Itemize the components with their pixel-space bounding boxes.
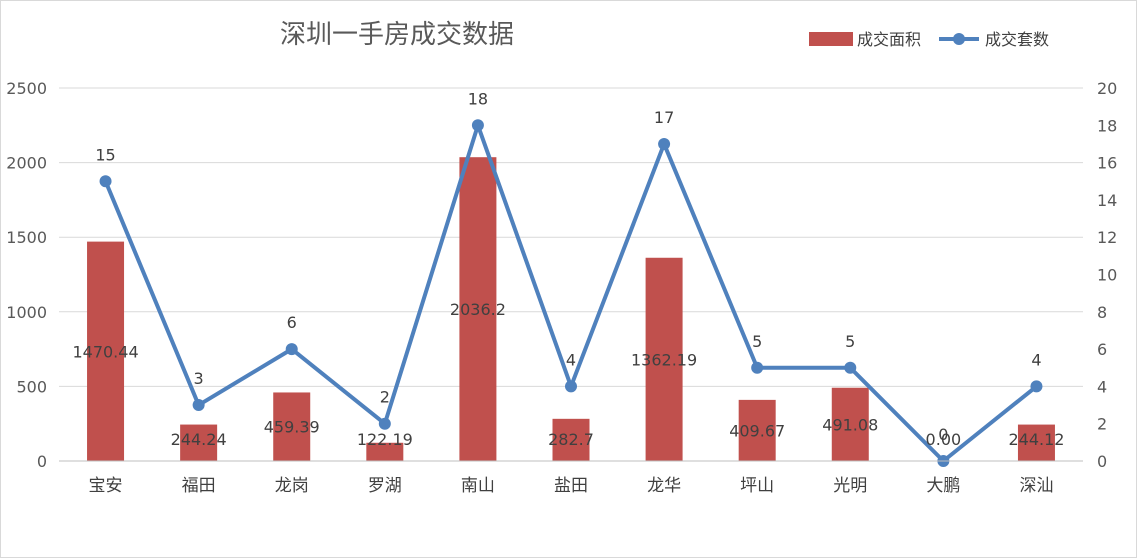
x-tick-label: 龙华 [647,476,681,496]
bar-data-label: 2036.2 [450,300,506,319]
x-tick-label: 坪山 [740,476,774,496]
y-right-tick-label: 20 [1097,79,1117,98]
bar-data-label: 491.08 [822,415,878,434]
bar [1017,424,1055,461]
bar [87,241,125,461]
line-point [565,380,577,393]
y-right-tick-label: 4 [1097,377,1107,396]
bar-data-label: 282.7 [548,430,594,449]
x-tick-label: 大鹏 [926,476,960,496]
line-point [658,137,671,150]
y-right-tick-label: 10 [1097,266,1117,285]
x-tick-label: 宝安 [89,476,123,496]
x-tick-label: 光明 [833,476,867,496]
series-line [103,123,1039,463]
line-data-label: 5 [752,332,762,351]
line-data-label: 6 [287,313,297,332]
bar-data-label: 244.12 [1008,430,1064,449]
bar-data-label: 409.67 [729,421,785,440]
bar-data-label: 1470.44 [72,342,138,361]
line-point [192,399,205,412]
line-point [471,119,484,132]
y-left-tick-label: 0 [37,452,47,471]
bar [459,157,497,461]
x-tick-label: 罗湖 [368,476,402,496]
line-data-label: 4 [566,350,576,369]
y-right-tick-label: 14 [1097,191,1117,210]
y-right-tick-label: 0 [1097,452,1107,471]
x-tick-label: 盐田 [554,476,588,496]
line-data-label: 0 [938,425,948,444]
bar-data-label: 0.00 [926,430,962,449]
line-data-label: 5 [845,332,855,351]
bar [738,399,776,461]
line-point [99,175,112,188]
line-data-label: 17 [654,108,674,127]
bar [180,424,218,461]
bar-data-label: 459.39 [264,418,320,437]
y-left-tick-label: 2500 [6,79,47,98]
legend-bar-swatch [809,32,853,46]
x-tick-label: 深汕 [1019,476,1053,496]
line-point [751,361,764,374]
y-right-tick-label: 6 [1097,340,1107,359]
y-right-tick-label: 18 [1097,116,1117,135]
bar-data-label: 1362.19 [631,350,697,369]
bar-series [87,157,1055,461]
axes: 0500100015002000250002468101214161820宝安福… [6,79,1117,496]
bar [273,392,311,461]
x-tick-label: 龙岗 [275,476,309,496]
bar-data-label: 122.19 [357,430,413,449]
y-left-tick-label: 2000 [6,154,47,173]
line-data-label: 2 [380,388,390,407]
legend-bar-label: 成交面积 [857,30,921,49]
legend-line-marker [953,33,965,45]
line-point [1030,380,1043,393]
y-left-tick-label: 1500 [6,228,47,247]
line-data-label: 18 [468,89,488,108]
x-tick-label: 南山 [461,476,495,496]
legend-line-label: 成交套数 [985,30,1049,49]
bar [552,418,590,461]
bar [645,257,683,461]
y-right-tick-label: 2 [1097,415,1107,434]
bar-data-label: 244.24 [171,430,227,449]
legend: 成交面积 成交套数 [809,30,1049,49]
line-point [285,343,298,356]
line-point [378,417,391,430]
line-data-label: 4 [1031,350,1041,369]
bar [366,442,404,461]
line-point [844,361,857,374]
bar [831,387,869,461]
chart-title: 深圳一手房成交数据 [280,20,514,50]
line-data-label: 15 [95,145,115,164]
y-left-tick-label: 1000 [6,303,47,322]
gridlines [59,87,1083,462]
y-left-tick-label: 500 [16,377,47,396]
y-right-tick-label: 16 [1097,154,1117,173]
line-series [99,119,1043,467]
line-data-label: 3 [194,369,204,388]
y-right-tick-label: 12 [1097,228,1117,247]
x-tick-label: 福田 [182,476,216,496]
y-right-tick-label: 8 [1097,303,1107,322]
data-labels: 1470.44 244.24 459.39 122.19 2036.2 282.7 1362… [72,89,1064,449]
